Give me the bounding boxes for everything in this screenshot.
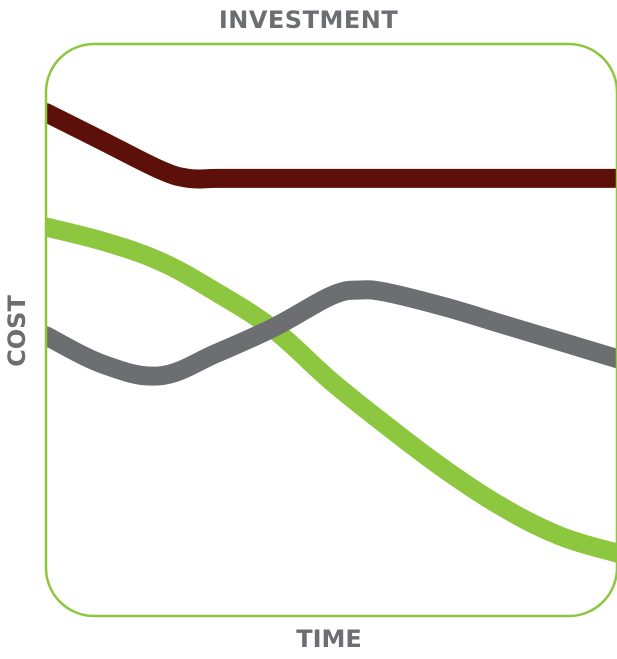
x-axis-label: TIME — [296, 625, 362, 653]
series-line-3 — [46, 280, 617, 386]
plot-frame — [44, 42, 617, 618]
series-line-1 — [46, 103, 617, 189]
chart-title: INVESTMENT — [218, 6, 399, 34]
series-layer — [46, 103, 617, 563]
series-line-2 — [46, 217, 617, 563]
y-axis-label: COST — [3, 295, 31, 367]
